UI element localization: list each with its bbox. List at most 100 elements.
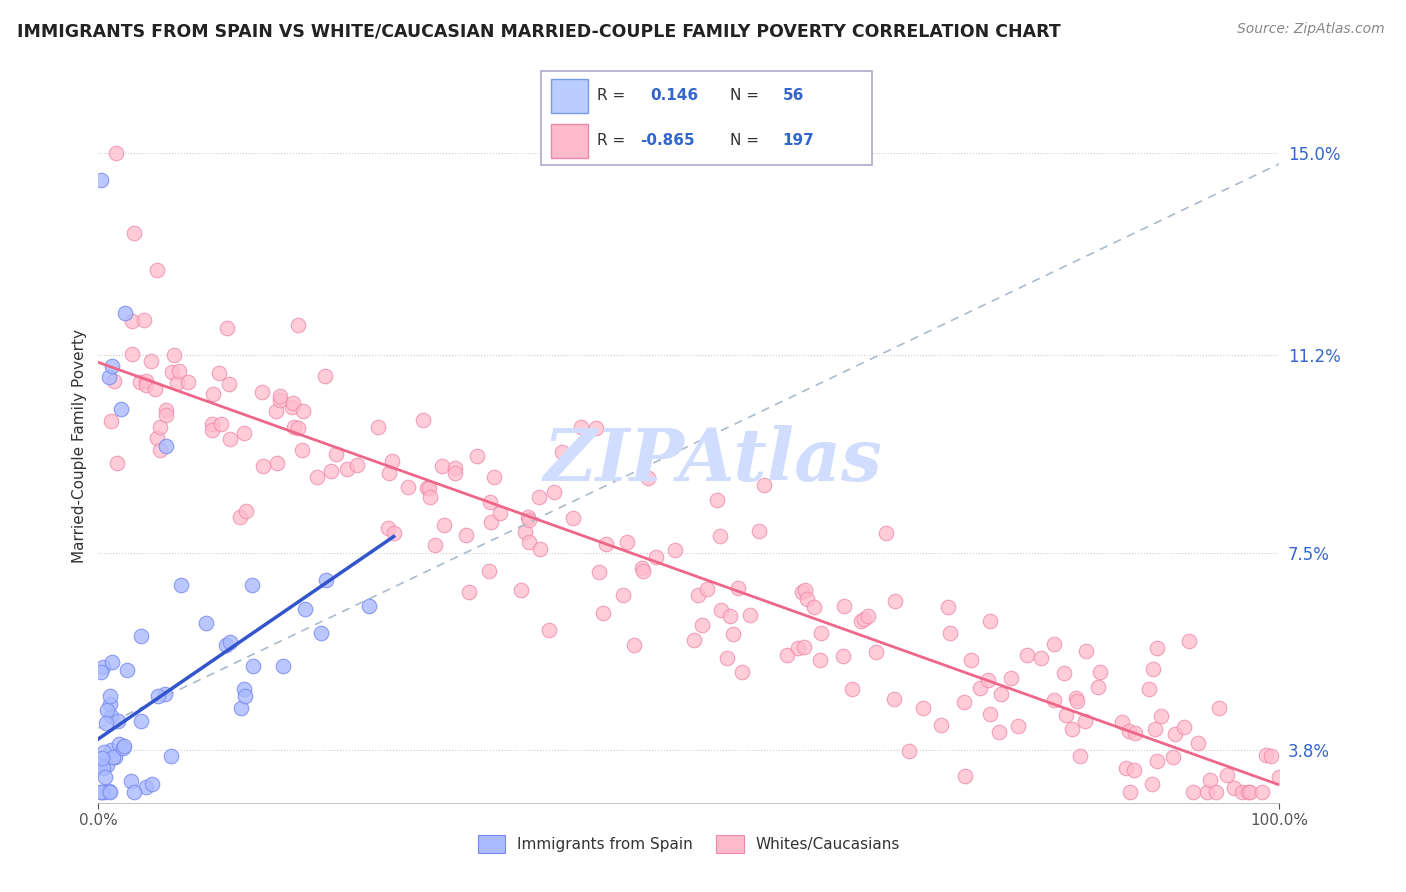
Point [810, 626, 832, 640]
Point [233, 689, 256, 703]
Point [208, 366, 231, 380]
Point [1182, 785, 1205, 799]
Point [252, 385, 274, 400]
Point [1223, 780, 1246, 795]
Point [307, 470, 329, 484]
Point [1069, 749, 1091, 764]
Point [269, 389, 291, 403]
Point [135, 374, 157, 388]
Point [748, 524, 770, 538]
Point [121, 347, 143, 361]
Point [1173, 720, 1195, 734]
Point [287, 420, 309, 434]
Point [465, 449, 488, 463]
Point [953, 695, 976, 709]
Point [731, 665, 754, 680]
Point [1123, 726, 1146, 740]
Point [135, 780, 157, 795]
Point [478, 565, 501, 579]
Point [569, 420, 592, 434]
Point [721, 627, 744, 641]
Point [148, 420, 170, 434]
Point [517, 534, 540, 549]
Point [101, 359, 124, 373]
Text: N =: N = [730, 88, 759, 103]
Point [167, 364, 190, 378]
Point [214, 638, 236, 652]
Point [141, 777, 163, 791]
Point [1060, 723, 1083, 737]
Point [232, 682, 254, 697]
Point [91, 750, 114, 764]
Point [252, 458, 274, 473]
Point [1029, 651, 1052, 665]
Point [776, 648, 799, 662]
Point [201, 423, 224, 437]
Point [325, 447, 347, 461]
Point [959, 653, 981, 667]
Point [432, 458, 454, 473]
Point [315, 573, 337, 587]
Point [1163, 727, 1185, 741]
Point [527, 491, 550, 505]
Point [444, 467, 467, 481]
Point [1237, 785, 1260, 799]
Text: ZIPAtlas: ZIPAtlas [543, 425, 882, 496]
Point [163, 348, 186, 362]
Point [1161, 750, 1184, 764]
Point [93, 785, 115, 799]
Text: Source: ZipAtlas.com: Source: ZipAtlas.com [1237, 22, 1385, 37]
Point [418, 481, 440, 495]
Point [1017, 648, 1039, 663]
Point [231, 701, 253, 715]
Point [517, 510, 540, 524]
Point [979, 706, 1001, 721]
Point [690, 617, 713, 632]
Point [482, 470, 505, 484]
Point [266, 457, 288, 471]
Point [219, 432, 242, 446]
Point [510, 582, 533, 597]
Point [637, 470, 659, 484]
Point [96, 703, 118, 717]
Point [1142, 662, 1164, 676]
Point [90, 172, 112, 186]
Point [551, 444, 574, 458]
Point [1042, 693, 1064, 707]
Point [1251, 785, 1274, 799]
Point [592, 607, 614, 621]
Point [96, 757, 118, 772]
Point [1216, 768, 1239, 782]
Point [122, 226, 145, 240]
Point [219, 635, 242, 649]
Point [107, 714, 129, 729]
Point [1198, 772, 1220, 787]
Point [93, 745, 115, 759]
Legend: Immigrants from Spain, Whites/Caucasians: Immigrants from Spain, Whites/Caucasians [471, 829, 907, 859]
Text: -0.865: -0.865 [641, 133, 695, 148]
Point [1066, 694, 1088, 708]
Point [793, 582, 815, 597]
Text: N =: N = [730, 133, 759, 148]
Point [977, 673, 1000, 687]
Point [160, 365, 183, 379]
Point [616, 534, 638, 549]
Point [146, 431, 169, 445]
Point [283, 419, 305, 434]
Point [489, 506, 512, 520]
Point [537, 623, 560, 637]
Point [170, 577, 193, 591]
Point [969, 681, 991, 696]
Point [287, 318, 309, 333]
Point [1146, 754, 1168, 768]
Point [433, 518, 456, 533]
Point [515, 524, 537, 539]
Point [517, 513, 540, 527]
Point [623, 638, 645, 652]
Point [110, 401, 132, 416]
Point [1195, 785, 1218, 799]
Point [90, 785, 112, 799]
Point [264, 404, 287, 418]
Text: 56: 56 [783, 88, 804, 103]
Point [139, 354, 162, 368]
